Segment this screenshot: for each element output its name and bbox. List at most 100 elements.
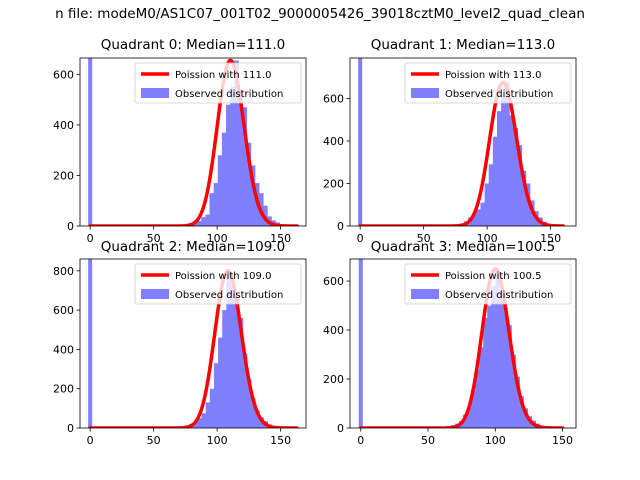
legend-label-poisson: Poission with 109.0 (175, 271, 271, 282)
y-tick-label: 600 (323, 275, 344, 288)
x-tick-label: 100 (207, 232, 228, 245)
hist-bar (246, 142, 252, 226)
hist-bar (476, 209, 481, 226)
hist-bar (517, 145, 523, 226)
legend-swatch-observed (411, 88, 439, 98)
hist-bar (501, 96, 506, 226)
hist-bar (221, 132, 227, 226)
hist-bar (463, 414, 468, 428)
legend-label-observed: Observed distribution (445, 290, 553, 301)
hist-bar (197, 220, 202, 226)
subplot-quadrant-3: Quadrant 3: Median=100.5 0 50 100 150 0 200 40… (323, 239, 577, 447)
hist-bar (492, 136, 498, 226)
subplot-quadrant-2: Quadrant 2: Median=109.0 0 50 100 150 0 200 40… (53, 239, 307, 447)
hist-bar (263, 205, 268, 226)
hist-bar (217, 155, 223, 226)
hist-bar-zero-spike (358, 259, 363, 428)
hist-bar (496, 111, 502, 226)
y-tick-label: 200 (323, 373, 344, 386)
legend: Poission with 109.0 Observed distribution (134, 263, 302, 305)
hist-bar (488, 164, 494, 226)
hist-bar (205, 214, 210, 226)
poisson-curve (88, 58, 299, 226)
hist-bar (480, 202, 485, 226)
x-tick-label: 0 (357, 434, 364, 447)
x-tick-label: 0 (87, 434, 94, 447)
hist-bar (523, 408, 528, 428)
hist-bar (209, 193, 215, 226)
x-tick-label: 50 (417, 232, 431, 245)
hist-bar (201, 413, 207, 428)
poisson-curve (88, 269, 299, 428)
y-tick-label: 200 (323, 177, 344, 190)
hist-bar (511, 354, 516, 428)
hist-bar (213, 363, 219, 428)
hist-bar (213, 183, 219, 226)
hist-bar (209, 388, 215, 428)
hist-bar (521, 170, 527, 226)
hist-bar (505, 82, 510, 226)
hist-bar (222, 310, 227, 428)
hist-bar (471, 391, 476, 428)
x-tick-label: 50 (147, 232, 161, 245)
x-tick-label: 150 (270, 232, 291, 245)
hist-bar (483, 317, 488, 428)
subplot-title: Quadrant 3: Median=100.5 (371, 239, 555, 255)
hist-bar (255, 410, 260, 428)
y-tick-label: 400 (323, 135, 344, 148)
axes-frame (79, 258, 307, 429)
hist-bar (519, 396, 524, 428)
hist-bar-zero-spike (88, 58, 93, 226)
x-tick-label: 150 (552, 434, 573, 447)
hist-bar (509, 115, 514, 226)
x-tick-label: 50 (421, 434, 435, 447)
hist-bar (205, 402, 211, 428)
hist-bar (230, 282, 235, 428)
figure-suptitle: n file: modeM0/AS1C07_001T02_9000005426_… (55, 6, 585, 22)
y-tick-label: 200 (53, 383, 74, 396)
hist-bar (238, 92, 243, 226)
y-tick-label: 800 (53, 265, 74, 278)
x-tick-label: 0 (357, 232, 364, 245)
hist-bar (193, 422, 198, 428)
y-tick-label: 400 (53, 343, 74, 356)
plot-area (88, 259, 299, 428)
hist-bar (499, 290, 504, 428)
y-tick-label: 0 (67, 220, 74, 233)
hist-bar (491, 285, 496, 428)
x-tick-label: 150 (270, 434, 291, 447)
subplot-title: Quadrant 2: Median=109.0 (101, 239, 285, 255)
y-tick-label: 600 (323, 92, 344, 105)
y-tick-label: 600 (53, 304, 74, 317)
hist-bar (515, 376, 520, 428)
y-tick-label: 0 (337, 220, 344, 233)
hist-bar (242, 107, 248, 226)
legend-label-poisson: Poission with 113.0 (445, 70, 541, 81)
x-tick-label: 100 (207, 434, 228, 447)
subplot-quadrant-1: Quadrant 1: Median=113.0 0 50 100 150 0 200 40… (323, 37, 577, 245)
legend-label-observed: Observed distribution (175, 89, 283, 100)
subplot-title: Quadrant 0: Median=111.0 (101, 37, 285, 53)
hist-bar-zero-spike (88, 259, 93, 428)
subplot-quadrant-0: Quadrant 0: Median=111.0 0 50 100 150 0 200 40… (53, 37, 307, 245)
hist-bar (218, 337, 223, 428)
hist-bar (484, 183, 490, 226)
y-tick-label: 400 (323, 324, 344, 337)
hist-bar (495, 268, 500, 428)
hist-bar (238, 317, 244, 428)
legend-swatch-observed (141, 289, 169, 299)
hist-bar (246, 378, 252, 428)
hist-bar (507, 325, 512, 428)
y-tick-label: 400 (53, 119, 74, 132)
legend: Poission with 113.0 Observed distribution (404, 62, 572, 104)
legend-box (404, 62, 572, 104)
hist-bar (479, 347, 484, 428)
y-tick-label: 0 (337, 422, 344, 435)
hist-bar (467, 407, 472, 428)
axes-frame (79, 57, 307, 227)
x-tick-label: 0 (87, 232, 94, 245)
hist-bar (525, 183, 531, 226)
hist-bar (513, 128, 518, 226)
hist-bar (234, 298, 240, 428)
